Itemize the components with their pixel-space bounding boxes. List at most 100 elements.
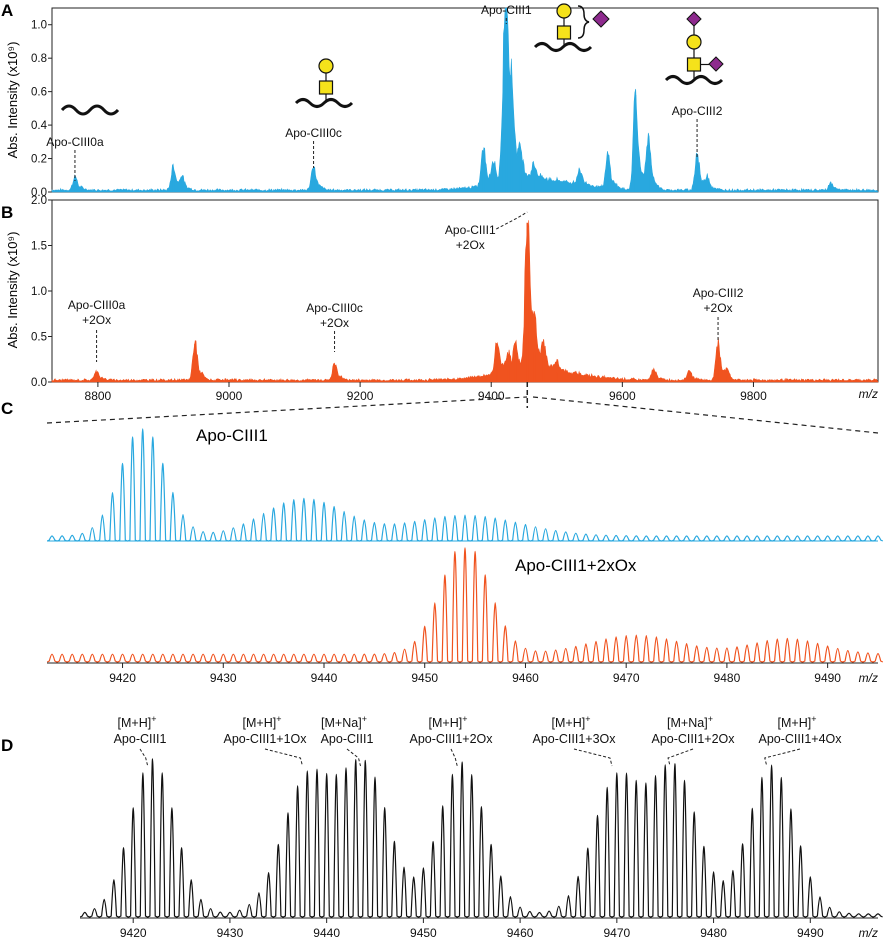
- y-tick-label: 0.6: [31, 87, 47, 99]
- isotope-trace-black: [79, 758, 883, 918]
- peak-label-sub: +2Ox: [82, 313, 111, 327]
- x-tick-label: 9000: [216, 389, 243, 403]
- x-tick-label: 9440: [313, 926, 340, 940]
- zoom-connector: [46, 396, 879, 434]
- y-tick-label: 0.5: [31, 332, 47, 344]
- ion-label: [M+Na]+: [667, 714, 713, 730]
- spectrum-area: [51, 220, 879, 383]
- peak-label: Apo-CIII0a: [46, 135, 104, 149]
- peak-label-sub: +2Ox: [320, 316, 349, 330]
- species-label: Apo-CIII1+3Ox: [532, 732, 616, 746]
- galactose-icon: [556, 3, 572, 19]
- glycan-monosialo-icon: [533, 3, 610, 52]
- y-tick-label: 1.0: [31, 286, 47, 298]
- plot-frame: [51, 7, 879, 193]
- panel-c-series-label-blue: Apo-CIII1: [196, 426, 268, 445]
- peak-label: Apo-CIII0c: [306, 301, 363, 315]
- y-tick-label: 0.8: [31, 53, 47, 65]
- x-axis-label: m/z: [859, 387, 878, 401]
- ion-label: [M+Na]+: [321, 714, 367, 730]
- x-tick-label: 9490: [797, 926, 824, 940]
- ion-leader: [764, 748, 801, 767]
- peak-label: Apo-CIII2: [693, 286, 744, 300]
- galnac-icon: [556, 25, 572, 40]
- galnac-icon: [686, 57, 702, 72]
- ion-label: [M+H]+: [118, 714, 157, 730]
- species-label: Apo-CIII1: [321, 732, 374, 746]
- x-tick-label: 9490: [814, 671, 841, 685]
- ion-leader: [450, 748, 458, 767]
- peptide-chain-icon: [60, 104, 120, 116]
- x-axis-label: m/z: [859, 926, 878, 940]
- panel-a-ylabel: Abs. Intensity (x10⁹): [5, 42, 20, 159]
- sialic-acid-icon: [686, 11, 702, 27]
- y-tick-label: 0.2: [31, 154, 47, 166]
- panel-b-ylabel: Abs. Intensity (x10⁹): [5, 232, 20, 349]
- galactose-icon: [686, 34, 702, 50]
- ion-label: [M+H]+: [778, 714, 817, 730]
- y-tick-label: 0.0: [31, 377, 47, 389]
- zoom-line-left: [46, 396, 528, 424]
- x-tick-label: 9600: [609, 389, 636, 403]
- species-label: Apo-CIII1+4Ox: [758, 732, 842, 746]
- sialic-acid-icon: [708, 56, 724, 72]
- ion-leader: [264, 748, 303, 767]
- panel-a-chart: 0.0 0.2 0.4 0.6 0.8 1.0 Apo-CIII0a Apo-CIII0c Ap…: [31, 3, 879, 199]
- panel-d-chart: 9420 9430 9440 9450 9460 9470 9480 9490 m/z [M+H]…: [79, 714, 883, 940]
- peak-label: Apo-CIII1: [445, 223, 496, 237]
- x-tick-label: 9800: [740, 389, 767, 403]
- peptide-chain-icon: [533, 42, 593, 52]
- x-tick-label: 9470: [613, 671, 640, 685]
- panel-c-series-label-orange: Apo-CIII1+2xOx: [515, 556, 637, 575]
- y-tick-label: 1.5: [31, 241, 47, 253]
- x-tick-label: 9480: [700, 926, 727, 940]
- x-tick-label: 8800: [85, 389, 112, 403]
- peak-label: Apo-CIII2: [672, 104, 723, 118]
- peak-label-sub: +2Ox: [456, 238, 485, 252]
- glycan-aglycosylated-icon: [60, 104, 120, 116]
- panel-c-chart: 9420 9430 9440 9450 9460 9470 9480 9490 m/z: [46, 428, 884, 685]
- ion-leader: [573, 748, 613, 767]
- sialic-acid-icon: [592, 10, 610, 28]
- x-tick-label: 9430: [210, 671, 237, 685]
- species-label: Apo-CIII1: [114, 732, 167, 746]
- x-axis-label: m/z: [859, 671, 878, 685]
- panel-label-c: C: [1, 399, 13, 418]
- x-tick-label: 9480: [714, 671, 741, 685]
- peak-leader: [496, 211, 528, 230]
- peak-label: Apo-CIII0c: [285, 126, 342, 140]
- ion-label: [M+H]+: [429, 714, 468, 730]
- panel-b-chart: 0.0 0.5 1.0 1.5 2.0 8800 9000 9200 9400 9600 9800 m…: [31, 195, 879, 408]
- glycan-disialo-icon: [664, 11, 724, 85]
- peptide-chain-icon: [294, 98, 354, 108]
- peak-label: Apo-CIII0a: [68, 298, 126, 312]
- x-tick-label: 9420: [120, 926, 147, 940]
- species-label: Apo-CIII1+2Ox: [409, 732, 493, 746]
- galactose-icon: [318, 58, 334, 74]
- peak-label-sub: +2Ox: [704, 301, 733, 315]
- panel-label-d: D: [1, 736, 13, 755]
- glycan-core-icon: [294, 58, 354, 108]
- y-tick-label: 1.0: [31, 20, 47, 32]
- x-tick-label: 9430: [217, 926, 244, 940]
- curly-brace-icon: [577, 5, 590, 39]
- ion-leader: [667, 748, 694, 767]
- panel-label-a: A: [1, 1, 13, 20]
- x-tick-label: 9450: [410, 926, 437, 940]
- x-tick-label: 9460: [507, 926, 534, 940]
- isotope-trace-orange: [46, 547, 884, 663]
- y-tick-label: 2.0: [31, 195, 47, 207]
- x-tick-label: 9450: [411, 671, 438, 685]
- ion-label: [M+H]+: [552, 714, 591, 730]
- isotope-trace-blue: [46, 428, 884, 542]
- zoom-line-right: [532, 396, 879, 434]
- species-label: Apo-CIII1+2Ox: [651, 732, 735, 746]
- y-tick-label: 0.0: [31, 187, 47, 199]
- spectrum-area: [51, 7, 879, 193]
- species-label: Apo-CIII1+1Ox: [223, 732, 307, 746]
- ion-leader: [139, 748, 149, 767]
- x-tick-label: 9200: [347, 389, 374, 403]
- peak-label: Apo-CIII1: [481, 3, 532, 17]
- x-tick-label: 9440: [311, 671, 338, 685]
